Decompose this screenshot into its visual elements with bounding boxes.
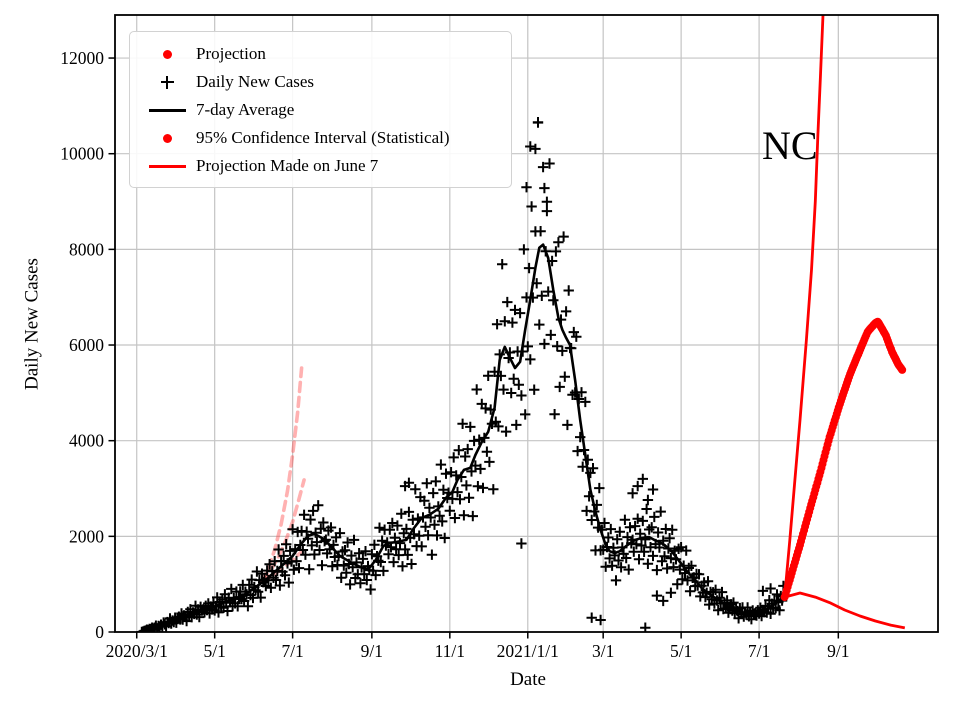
svg-text:11/1: 11/1 <box>435 641 465 661</box>
svg-text:4000: 4000 <box>69 431 104 451</box>
legend-item-confidence-interval: 95% Confidence Interval (Statistical) <box>138 124 501 152</box>
svg-text:5/1: 5/1 <box>203 641 225 661</box>
y-axis-title: Daily New Cases <box>21 258 43 390</box>
svg-text:6000: 6000 <box>69 335 104 355</box>
svg-text:9/1: 9/1 <box>827 641 849 661</box>
average-line-icon <box>148 108 186 112</box>
svg-text:12000: 12000 <box>60 48 104 68</box>
legend: Projection Daily New Cases 7-day Average… <box>129 31 512 188</box>
svg-text:7/1: 7/1 <box>748 641 770 661</box>
legend-item-label: Projection Made on June 7 <box>196 156 379 175</box>
daily-cases-plus-icon <box>160 75 175 90</box>
svg-text:2020/3/1: 2020/3/1 <box>106 641 168 661</box>
svg-text:2000: 2000 <box>69 526 104 546</box>
svg-text:10000: 10000 <box>60 144 104 164</box>
svg-text:8000: 8000 <box>69 239 104 259</box>
data-layer <box>136 15 907 632</box>
svg-text:3/1: 3/1 <box>592 641 614 661</box>
axis-layer: 2020/3/1 5/1 7/1 9/1 11/1 2021/1/1 3/1 5/1 7/1 9/… <box>60 14 939 661</box>
legend-item-label: Daily New Cases <box>196 72 315 91</box>
legend-item-7day-average: 7-day Average <box>138 96 501 124</box>
legend-item-daily-new-cases: Daily New Cases <box>138 68 501 96</box>
svg-text:0: 0 <box>95 622 104 642</box>
x-axis-title: Date <box>510 669 546 690</box>
legend-item-projection: Projection <box>138 40 501 68</box>
legend-item-june7-projection: Projection Made on June 7 <box>138 152 501 180</box>
svg-text:5/1: 5/1 <box>670 641 692 661</box>
state-annotation: NC <box>762 123 818 168</box>
svg-text:9/1: 9/1 <box>361 641 383 661</box>
projection-dot-icon <box>162 49 172 59</box>
legend-item-label: 95% Confidence Interval (Statistical) <box>196 128 450 147</box>
legend-item-label: 7-day Average <box>196 100 295 119</box>
june7-line-icon <box>148 164 186 168</box>
svg-text:2021/1/1: 2021/1/1 <box>497 641 559 661</box>
svg-text:7/1: 7/1 <box>281 641 303 661</box>
confidence-dot-icon <box>162 133 172 143</box>
legend-item-label: Projection <box>196 44 266 63</box>
